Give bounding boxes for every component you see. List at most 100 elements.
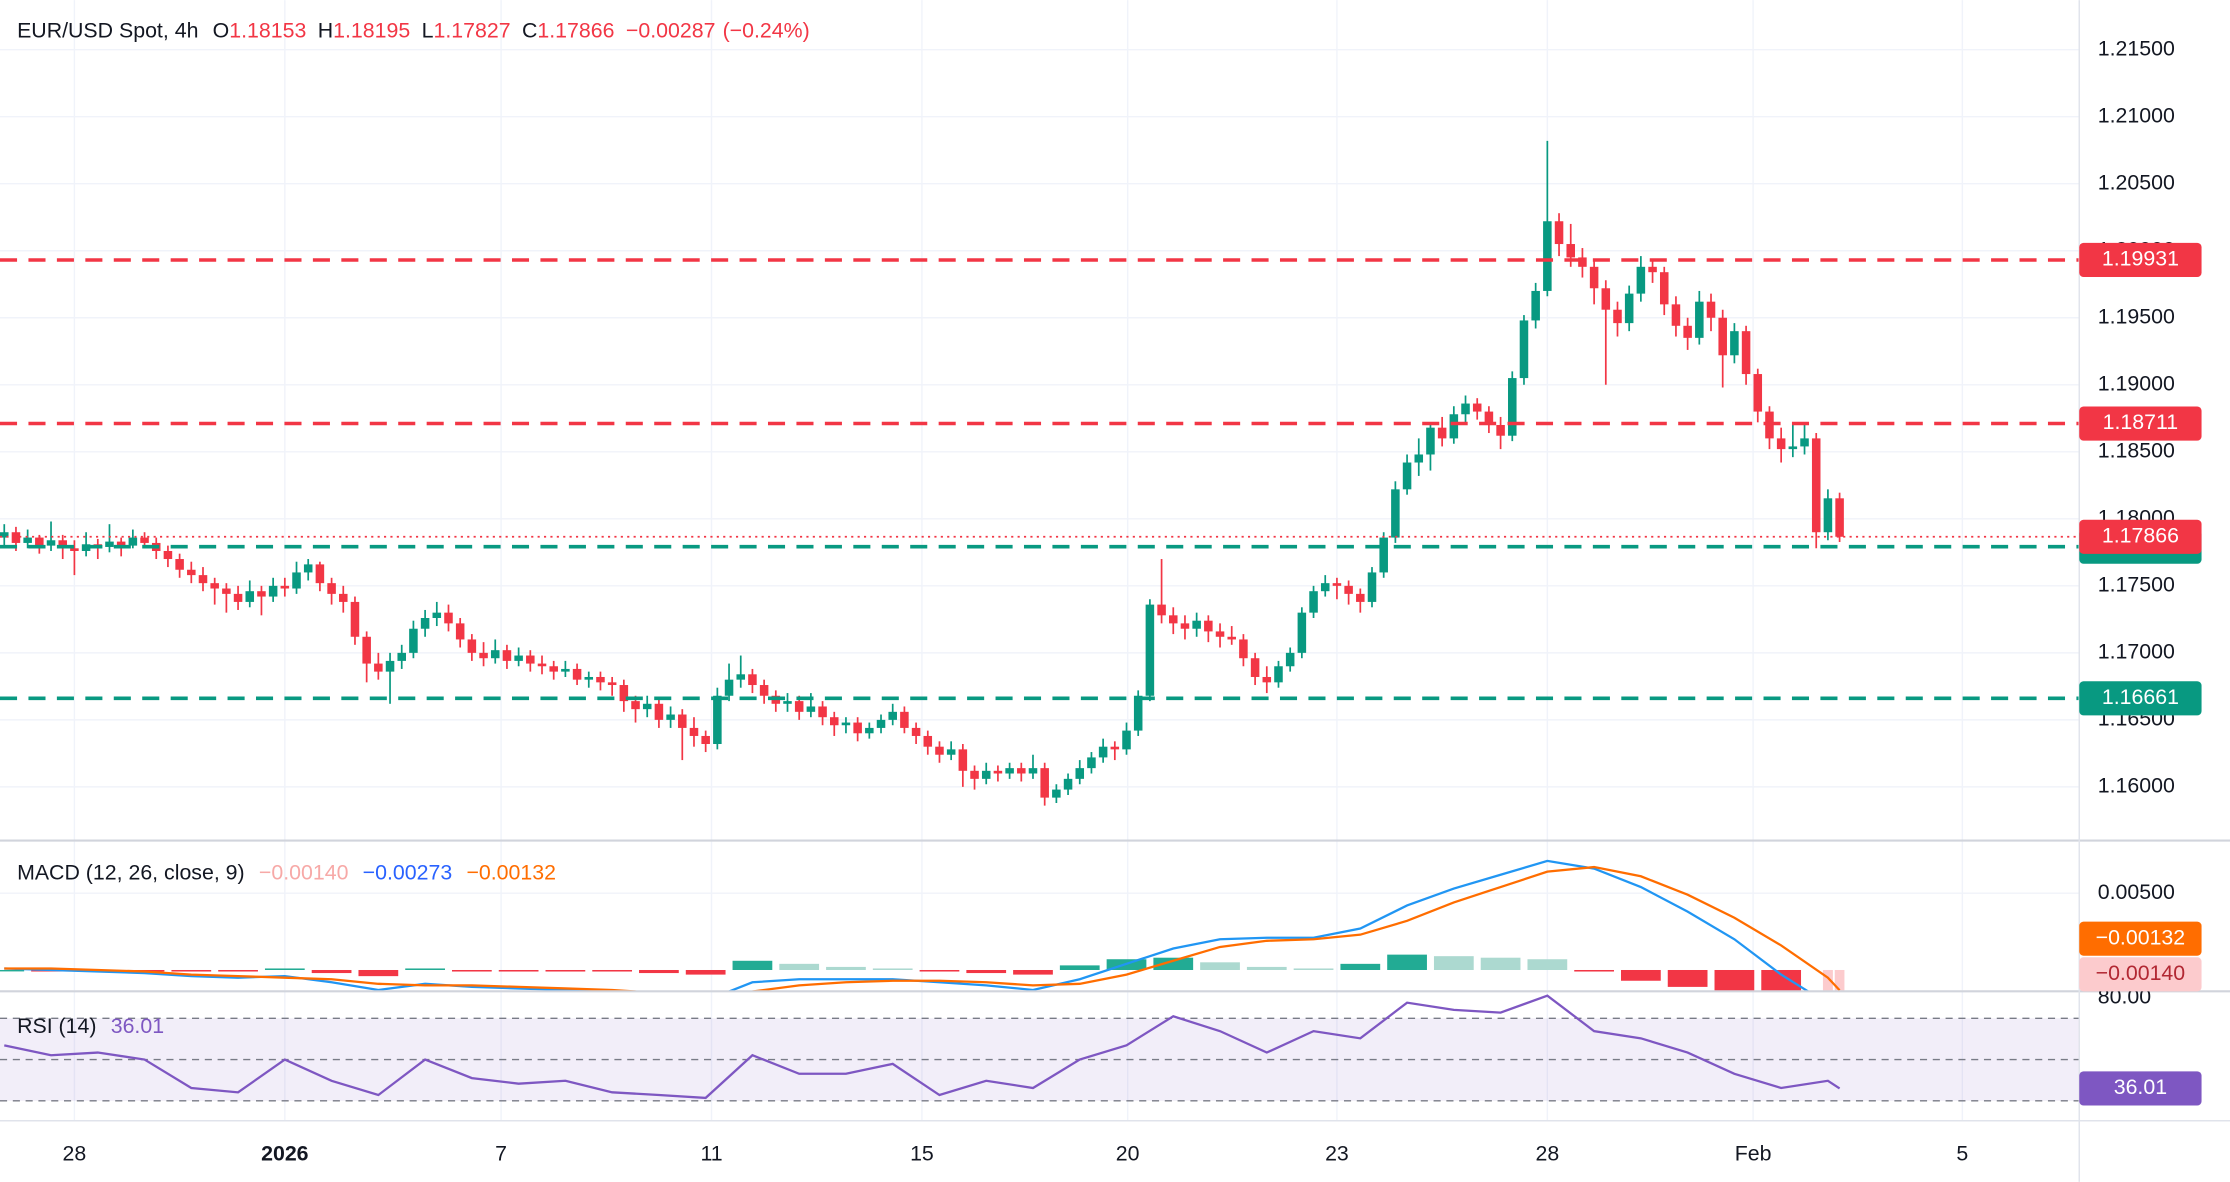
histogram-bar: [919, 969, 960, 972]
candle-body: [1239, 639, 1248, 659]
candle-body: [187, 569, 196, 576]
candle-body: [1402, 462, 1412, 490]
candle-body: [1110, 746, 1120, 750]
main-header: EUR/USD Spot, 4h O1.18153 H1.18195 L1.17827…: [17, 18, 810, 42]
candle-body: [409, 628, 418, 653]
candle-body: [339, 593, 348, 602]
candle-body: [1648, 266, 1657, 273]
level-label: 1.19931: [2102, 247, 2179, 271]
macd-line: [4, 865, 1841, 992]
histogram-bar: [1574, 969, 1614, 972]
x-tick-label: Feb: [1735, 1142, 1772, 1166]
candle-body: [315, 564, 325, 584]
candle-body: [1133, 695, 1143, 731]
candle-body: [1508, 378, 1517, 436]
y-tick-label: 1.17500: [2098, 572, 2175, 596]
candle-body: [619, 685, 629, 702]
candle-body: [490, 650, 500, 659]
candle-body: [1776, 438, 1786, 450]
candle-body: [631, 701, 640, 710]
histogram-bar: [218, 969, 258, 972]
ohlc-value: 1.18195: [333, 18, 410, 42]
candle-body: [678, 714, 687, 728]
candle-body: [794, 701, 804, 712]
candle-body: [935, 746, 944, 755]
candle-body: [1344, 585, 1353, 594]
histogram-bar: [1059, 965, 1100, 970]
histogram-bar: [358, 969, 399, 977]
histogram-bar: [1293, 968, 1334, 970]
candle-body: [970, 770, 979, 779]
candle-body: [596, 676, 605, 683]
candle-body: [502, 650, 512, 661]
candle-body: [292, 572, 301, 589]
level-label-bg: [2079, 681, 2202, 716]
candle-body: [1414, 454, 1424, 463]
candle-body: [1624, 293, 1634, 324]
candle-body: [689, 727, 699, 736]
candle-body: [1835, 498, 1844, 537]
histogram-bar: [966, 969, 1007, 974]
candle-body: [572, 668, 582, 680]
candle-body: [374, 663, 383, 672]
rsi-value: 36.01: [111, 1014, 164, 1038]
candle-body: [1040, 768, 1049, 798]
candle-body: [350, 601, 360, 637]
histogram-bar: [872, 968, 913, 970]
macd-title: MACD (12, 26, close, 9): [17, 860, 245, 884]
candle-body: [806, 706, 816, 712]
candle-body: [420, 618, 430, 629]
x-tick-label: 28: [1535, 1142, 1559, 1166]
candle-body: [1496, 424, 1505, 436]
ohlc-letter: H: [318, 18, 333, 42]
candle-body: [748, 674, 757, 686]
candle-body: [1437, 427, 1447, 439]
macd-header: MACD (12, 26, close, 9) −0.00140 −0.00273−…: [17, 860, 556, 884]
candle-body: [1391, 489, 1400, 538]
y-tick-label: 1.16000: [2098, 774, 2175, 798]
candle-body: [257, 591, 266, 597]
candle-body: [701, 735, 710, 745]
indicator-value-label: −0.00140: [2096, 961, 2186, 985]
candle-body: [526, 655, 535, 664]
ohlc-value: 1.18153: [229, 18, 306, 42]
ohlc-value: 1.17866: [537, 18, 614, 42]
candle-body: [1379, 537, 1388, 573]
rsi-value-label-bg: [2079, 1071, 2202, 1106]
histogram-bar: [732, 960, 773, 970]
candle-body: [888, 711, 897, 720]
change: −0.00287: [626, 18, 716, 42]
ohlc-letter: L: [422, 18, 434, 42]
candle-body: [245, 591, 255, 602]
candle-body: [1169, 615, 1178, 624]
candle-body: [1063, 778, 1073, 790]
indicator-value-label-bg: [2079, 957, 2202, 992]
candle-body: [1320, 583, 1330, 592]
candle-body: [1741, 331, 1751, 375]
histogram-bar: [1433, 956, 1474, 970]
histogram-bar: [639, 969, 679, 974]
ohlc-value: 1.17827: [434, 18, 511, 42]
candle-body: [1811, 438, 1821, 533]
candle-body: [1145, 604, 1155, 696]
candle-body: [1788, 446, 1798, 450]
x-tick-label: 5: [1956, 1142, 1968, 1166]
candle-body: [853, 722, 862, 734]
candle-body: [1461, 403, 1470, 415]
candle-body: [1601, 288, 1611, 310]
level-label: 1.18711: [2103, 410, 2179, 434]
candle-body: [1636, 266, 1646, 294]
candle-body: [1215, 631, 1225, 637]
candle-body: [724, 679, 734, 696]
histogram-bar: [545, 969, 586, 972]
candle-body: [1753, 374, 1763, 412]
y-tick-label: 1.21000: [2098, 103, 2175, 127]
candle-body: [911, 727, 921, 736]
candle-body: [210, 583, 219, 589]
rsi-title: RSI (14): [17, 1014, 96, 1038]
candle-body: [1157, 604, 1166, 616]
legend-value: −0.00132: [466, 860, 556, 884]
